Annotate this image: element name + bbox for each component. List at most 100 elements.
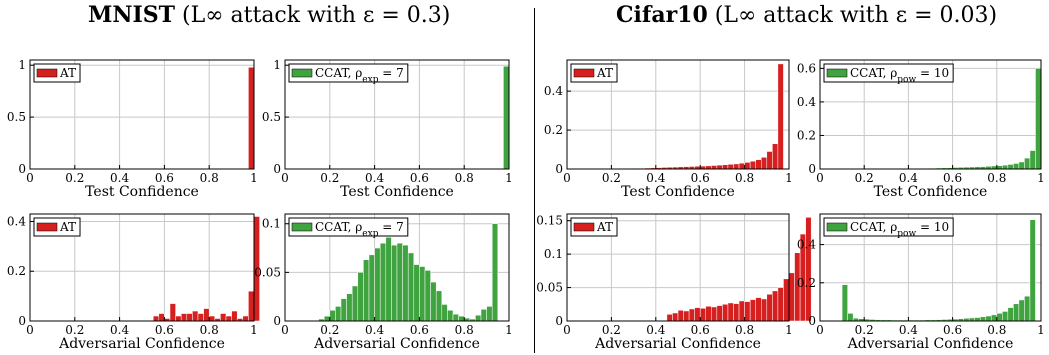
mnist-test-at-chart: 0 0.2 0.4 0.6 0.8 1 0 0.5 1 Test Confidence AT [7,58,258,200]
y-tick-label: 0.2 [7,264,26,278]
legend: AT [570,63,618,83]
x-tick-label: 0.6 [943,171,962,185]
histogram-bar [672,312,679,322]
histogram-bar [711,306,718,322]
y-tick-label: 1 [273,58,281,72]
x-tick-label: 0.2 [320,323,339,337]
x-tick-label: 0 [26,171,34,185]
histogram-bar [231,310,238,322]
legend: CCAT, ρpow = 10 [823,217,954,239]
histogram-bar [716,164,723,170]
x-tick-label: 0.2 [855,323,874,337]
x-axis-title: Adversarial Confidence [58,336,225,352]
legend: AT [33,217,81,237]
x-axis-title: Test Confidence [621,184,735,200]
histogram-bar [761,298,768,322]
histogram-bars [152,216,260,322]
histogram-bar [329,310,336,322]
x-tick-label: 0.6 [155,171,174,185]
histogram-bar [805,217,812,322]
histogram-bar [203,308,210,322]
legend-swatch [826,68,848,78]
histogram-bar [677,310,684,322]
group-divider [534,8,535,353]
x-tick-label: 1 [785,323,793,337]
histogram-bar [475,314,482,322]
y-tick-label: 0.4 [7,214,26,228]
histogram-bar [699,308,706,322]
histogram-bar [158,313,165,322]
histogram-bar [419,266,426,322]
legend-box [288,217,409,237]
y-tick-label: 0.4 [797,238,816,252]
legend-swatch [36,68,58,78]
histogram-bar [340,298,347,322]
histogram-bars [841,219,1036,322]
histogram-bar [220,313,227,322]
y-tick-label: 0.1 [262,217,281,231]
x-tick-label: 0.2 [320,171,339,185]
x-tick-label: 0 [563,171,571,185]
x-tick-label: 1 [250,323,258,337]
legend: AT [570,217,618,237]
legend-box [288,63,409,83]
histogram-bar [363,259,370,322]
x-tick-label: 0.4 [899,171,918,185]
histogram-bar [242,315,249,322]
x-tick-label: 0.8 [735,171,754,185]
histogram-bar [716,305,723,322]
histogram-bar [777,287,784,322]
x-tick-label: 0.2 [855,171,874,185]
mnist-title-rest: (L∞ attack with ε = 0.3) [175,3,451,28]
x-tick-label: 0.6 [410,323,429,337]
y-tick-label: 0.5 [7,110,26,124]
histogram-bar [424,270,431,322]
histogram-bar [722,164,729,170]
legend-label: AT [596,66,613,80]
histogram-bar [435,290,443,322]
y-tick-label: 0.4 [544,84,563,98]
histogram-bar [248,290,255,322]
x-tick-label: 0.4 [110,323,129,337]
x-tick-label: 0.8 [455,323,474,337]
x-axis-title: Test Confidence [340,184,454,200]
histogram-bar [402,244,409,322]
histogram-bar [777,63,784,170]
x-tick-label: 1 [1037,323,1045,337]
x-tick-label: 0.4 [646,171,665,185]
cifar-title-bold: Cifar10 [616,2,708,28]
histogram-bar [335,306,342,322]
histogram-bar [1024,157,1031,170]
histogram-bars [919,68,1042,170]
legend-box [823,217,954,237]
histogram-bar [192,310,199,322]
x-tick-label: 0.6 [943,323,962,337]
x-tick-label: 1 [1037,171,1045,185]
x-axis-title: Test Confidence [85,184,199,200]
mnist-adv-ccat-chart: 0 0.2 0.4 0.6 0.8 1 0 0.05 0.1 Adversarial Confid… [254,213,513,352]
legend: CCAT, ρexp = 7 [288,63,409,85]
x-tick-label: 0.4 [110,171,129,185]
histogram-bar [407,252,415,322]
legend-label: CCAT, ρpow = 10 [850,220,949,239]
x-tick-label: 0.8 [200,171,219,185]
y-tick-label: 1 [18,58,26,72]
y-tick-label: 0.5 [262,110,281,124]
legend-swatch [573,222,595,232]
histogram-bars [622,63,784,170]
legend-label: AT [59,66,76,80]
x-tick-label: 0 [816,171,824,185]
legend-swatch [36,222,58,232]
histogram-bar [772,143,779,170]
histogram-bar [722,304,729,322]
plot-frame [819,213,1042,322]
histogram-bar [1024,295,1031,322]
histogram-bar [447,310,454,322]
histogram-bar [1002,164,1009,170]
x-tick-label: 1 [250,171,258,185]
legend-swatch [826,222,848,232]
y-tick-label: 0 [808,314,816,328]
y-tick-label: 0 [273,162,281,176]
